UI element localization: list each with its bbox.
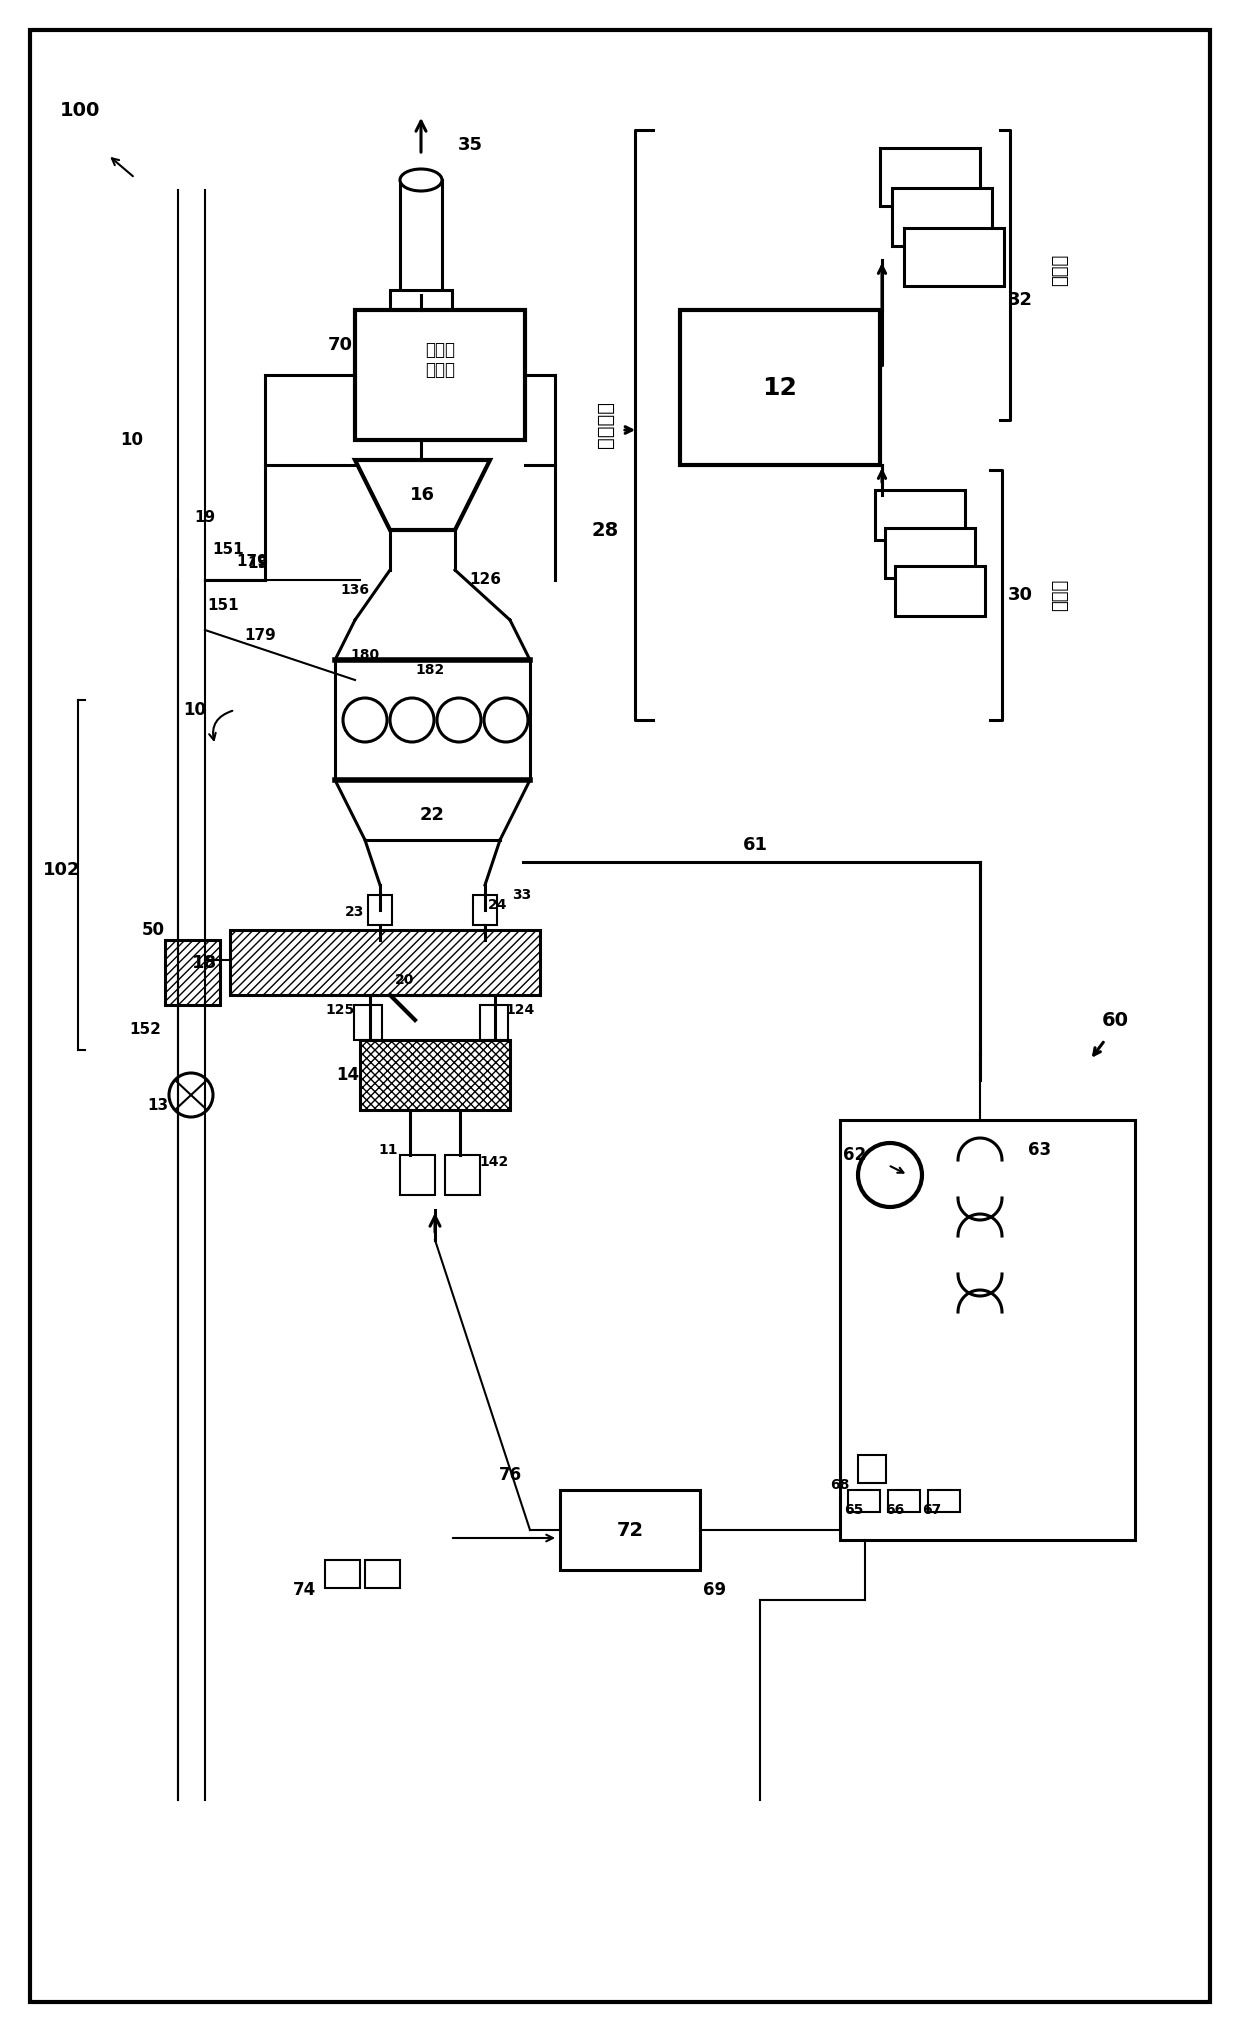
Text: 74: 74 — [294, 1581, 316, 1599]
Bar — [165, 941, 219, 1006]
Bar — [560, 1489, 701, 1571]
Bar — [839, 1120, 1135, 1540]
Bar — [680, 311, 880, 465]
Text: 180: 180 — [351, 648, 379, 662]
Text: 11: 11 — [378, 1142, 398, 1156]
Bar — [401, 181, 441, 295]
Bar — [355, 311, 525, 441]
Text: 排放控
制装置: 排放控 制装置 — [425, 341, 455, 380]
Circle shape — [343, 699, 387, 742]
Text: 66: 66 — [885, 1504, 905, 1518]
Text: 13: 13 — [148, 1097, 169, 1112]
Text: 致动器: 致动器 — [1052, 254, 1069, 287]
Text: 125: 125 — [325, 1004, 355, 1016]
Text: 136: 136 — [341, 583, 370, 597]
Text: 16: 16 — [409, 486, 434, 504]
Text: 28: 28 — [591, 520, 619, 541]
Bar — [480, 1006, 508, 1040]
Bar — [401, 1154, 435, 1195]
Circle shape — [484, 699, 528, 742]
Text: 69: 69 — [703, 1581, 727, 1599]
Text: 126: 126 — [469, 573, 501, 587]
Text: 传感器: 传感器 — [1052, 579, 1069, 612]
Text: 22: 22 — [419, 807, 444, 825]
Bar — [368, 894, 392, 925]
Bar — [229, 931, 539, 996]
Text: 控制系统: 控制系统 — [595, 402, 615, 449]
Bar — [353, 1006, 382, 1040]
Text: 50: 50 — [141, 920, 165, 939]
Text: 30: 30 — [1007, 585, 1033, 604]
Text: 35: 35 — [458, 136, 482, 154]
Text: 23: 23 — [345, 904, 365, 918]
Bar — [848, 1489, 880, 1512]
Text: 151: 151 — [212, 543, 244, 557]
Circle shape — [858, 1142, 923, 1207]
Text: 182: 182 — [415, 662, 445, 677]
Text: 72: 72 — [616, 1520, 644, 1540]
Circle shape — [169, 1073, 213, 1118]
Text: 124: 124 — [506, 1004, 534, 1016]
Text: 60: 60 — [1101, 1010, 1128, 1030]
Text: 70: 70 — [327, 335, 352, 354]
Bar — [875, 490, 965, 541]
Text: 19: 19 — [195, 510, 216, 526]
Bar — [365, 1561, 401, 1587]
Text: 14: 14 — [336, 1067, 360, 1083]
Bar — [892, 189, 992, 246]
Bar — [472, 894, 497, 925]
Text: 62: 62 — [843, 1146, 867, 1164]
Text: 33: 33 — [512, 888, 532, 902]
Bar — [928, 1489, 960, 1512]
Polygon shape — [355, 459, 490, 530]
Bar — [858, 1455, 887, 1483]
Bar — [880, 148, 980, 205]
Text: 102: 102 — [43, 862, 81, 880]
Text: 20: 20 — [396, 973, 414, 988]
Circle shape — [436, 699, 481, 742]
Circle shape — [391, 699, 434, 742]
Text: 67: 67 — [923, 1504, 941, 1518]
Text: 10: 10 — [184, 701, 207, 719]
Bar — [888, 1489, 920, 1512]
Text: 61: 61 — [743, 835, 768, 853]
Bar — [904, 228, 1004, 287]
Text: 142: 142 — [480, 1154, 508, 1168]
Text: 76: 76 — [498, 1465, 522, 1483]
FancyArrowPatch shape — [210, 711, 232, 740]
Bar — [445, 1154, 480, 1195]
Bar — [391, 291, 453, 311]
Text: 63: 63 — [1028, 1142, 1052, 1158]
Text: 152: 152 — [129, 1022, 161, 1038]
Text: 65: 65 — [844, 1504, 864, 1518]
Text: 18: 18 — [192, 953, 217, 971]
Text: 12: 12 — [763, 376, 797, 400]
Ellipse shape — [401, 169, 441, 191]
Bar — [885, 528, 975, 577]
Text: 68: 68 — [831, 1477, 849, 1491]
Bar — [895, 567, 985, 616]
Bar — [360, 1040, 510, 1109]
Text: 19: 19 — [248, 557, 269, 571]
Text: 10: 10 — [120, 431, 144, 449]
Text: 100: 100 — [60, 100, 100, 120]
Text: 179: 179 — [244, 628, 275, 642]
Text: 151: 151 — [207, 597, 239, 612]
Text: 179: 179 — [236, 555, 268, 569]
Text: 32: 32 — [1007, 291, 1033, 309]
Text: 24: 24 — [489, 898, 507, 912]
Bar — [325, 1561, 360, 1587]
